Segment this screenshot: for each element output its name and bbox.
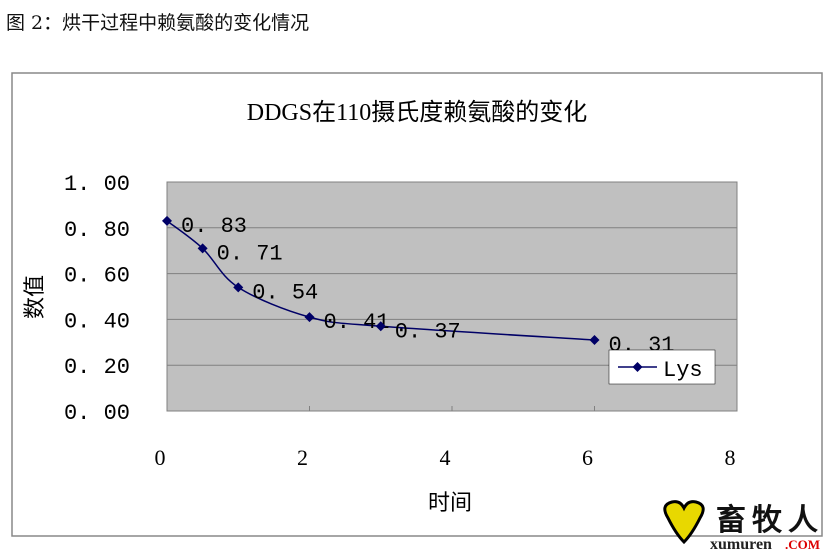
y-axis-label: 数值: [22, 275, 47, 319]
figure-caption: 图 2：烘干过程中赖氨酸的变化情况: [6, 12, 310, 34]
data-label: 0. 71: [217, 241, 283, 266]
y-tick-label: 0. 00: [64, 401, 130, 426]
heart-logo-icon: [663, 500, 705, 545]
y-tick-label: 0. 80: [64, 218, 130, 243]
x-tick-label: 2: [297, 445, 308, 470]
data-point: [375, 321, 386, 332]
y-tick-label: 0. 20: [64, 355, 130, 380]
data-label: 0. 37: [395, 319, 461, 344]
data-label: 0. 54: [252, 280, 318, 305]
chart-title: DDGS在110摄氏度赖氨酸的变化: [247, 99, 587, 126]
x-tick-label: 0: [155, 445, 166, 470]
x-tick-label: 8: [725, 445, 736, 470]
data-point: [304, 312, 315, 323]
legend-marker: [632, 362, 643, 372]
y-tick-label: 0. 40: [64, 309, 130, 334]
legend: Lys: [608, 349, 716, 385]
data-label: 0. 41: [324, 310, 390, 335]
data-point: [233, 282, 244, 293]
data-point: [197, 243, 208, 254]
x-axis-label: 时间: [428, 490, 472, 515]
watermark-domain: xumuren: [710, 536, 772, 553]
data-point: [589, 335, 600, 346]
data-label: 0. 83: [181, 214, 247, 239]
watermark-tld: .COM: [785, 537, 820, 552]
x-tick-label: 6: [582, 445, 593, 470]
x-tick-label: 4: [440, 445, 451, 470]
watermark-logo: 畜牧人 xumuren .COM: [663, 500, 824, 553]
y-tick-label: 1. 00: [64, 172, 130, 197]
watermark-text: 畜牧人: [716, 503, 824, 538]
y-tick-label: 0. 60: [64, 264, 130, 289]
legend-label: Lys: [663, 358, 703, 383]
data-point: [162, 215, 172, 226]
